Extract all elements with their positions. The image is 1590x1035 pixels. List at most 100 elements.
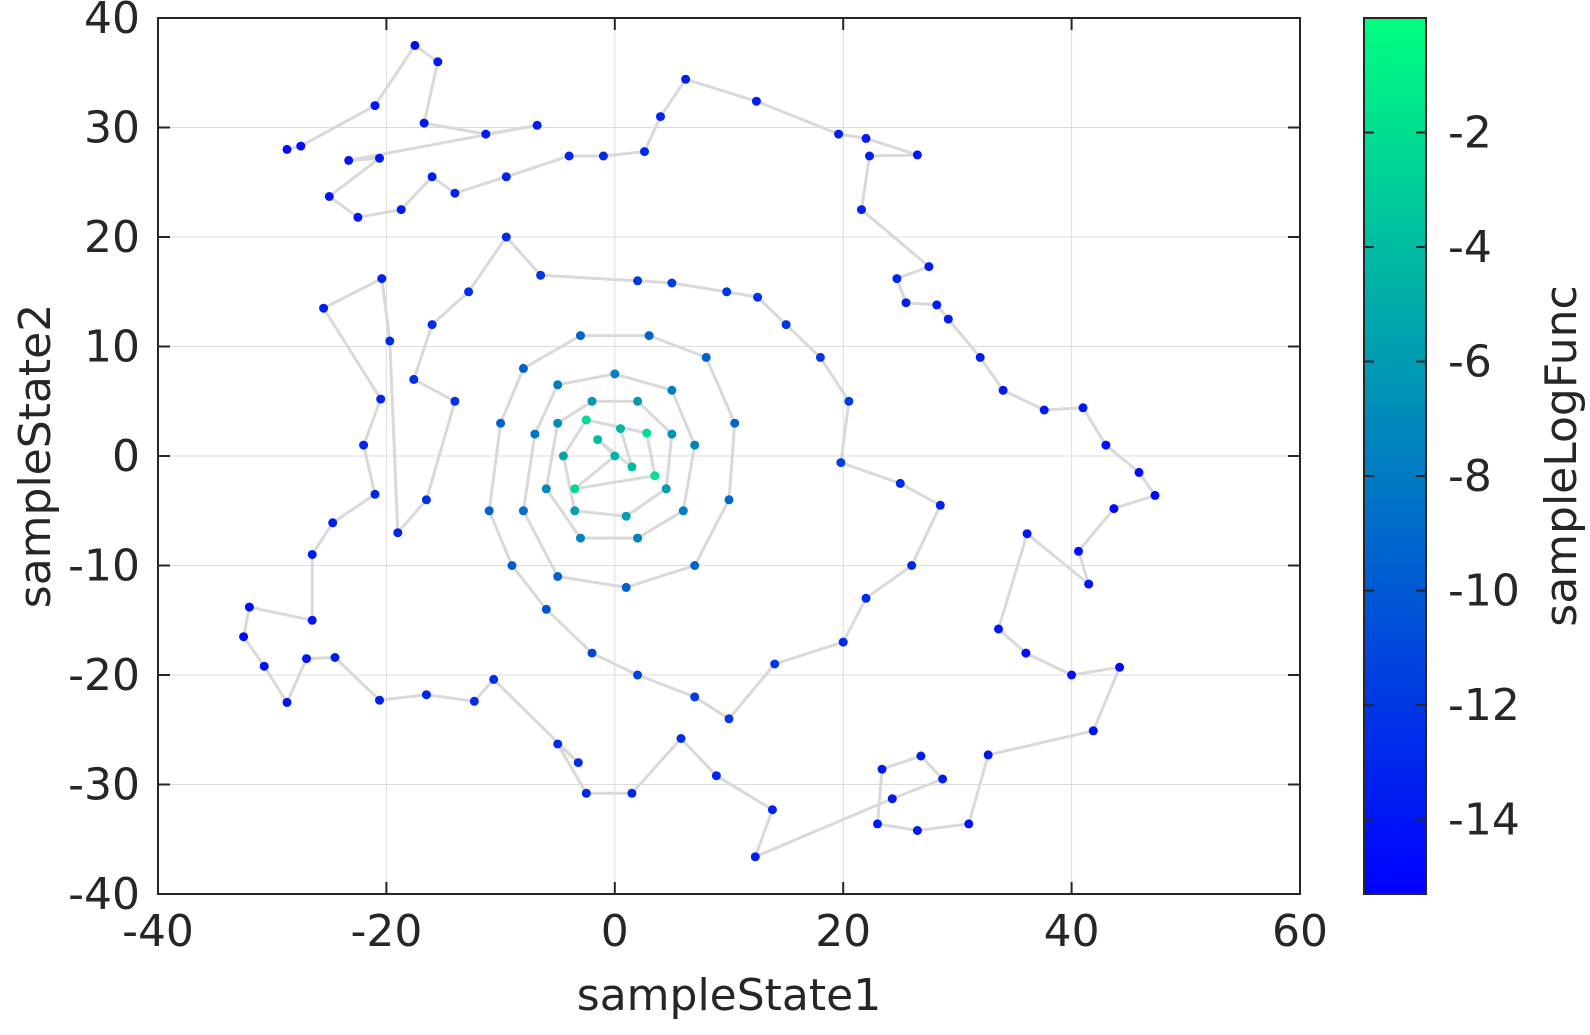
- data-point: [610, 451, 620, 461]
- data-point: [496, 418, 506, 428]
- data-point: [541, 484, 551, 494]
- data-point: [633, 396, 643, 406]
- data-point: [722, 287, 732, 297]
- data-point: [450, 396, 460, 406]
- data-point: [1078, 403, 1088, 413]
- data-point: [667, 429, 677, 439]
- data-point: [375, 153, 384, 163]
- data-point: [481, 129, 491, 139]
- colorbar-tick-label: -8: [1448, 451, 1492, 502]
- x-tick-label: 20: [815, 906, 871, 957]
- y-tick-label: -10: [68, 541, 140, 592]
- data-point: [532, 120, 542, 130]
- data-point: [887, 794, 897, 804]
- data-point: [450, 188, 460, 198]
- colorbar-tick-label: -14: [1448, 795, 1520, 846]
- data-point: [656, 112, 665, 122]
- data-point: [616, 424, 625, 434]
- data-point: [489, 674, 499, 684]
- data-point: [633, 533, 643, 543]
- data-point: [376, 394, 386, 404]
- data-point: [690, 440, 700, 450]
- data-point: [464, 287, 474, 297]
- data-point: [307, 615, 317, 625]
- y-tick-label: 40: [84, 0, 140, 44]
- data-point: [1150, 490, 1160, 500]
- y-tick-label: -40: [68, 869, 140, 920]
- data-point: [1039, 405, 1049, 415]
- data-point: [359, 440, 369, 450]
- data-point: [1021, 648, 1031, 658]
- colorbar-ticks: -2 -4 -6 -8 -10 -12 -14: [1364, 108, 1520, 846]
- data-point: [938, 774, 948, 784]
- data-point: [907, 561, 917, 570]
- data-point: [377, 274, 387, 284]
- data-point: [598, 151, 608, 161]
- data-point: [912, 150, 922, 160]
- data-point: [375, 695, 384, 705]
- data-point: [836, 458, 846, 468]
- x-tick-label: 40: [1044, 906, 1100, 957]
- data-point: [895, 478, 905, 488]
- x-tick-label: -40: [122, 906, 194, 957]
- data-point: [690, 692, 700, 702]
- data-point: [558, 451, 568, 461]
- data-point: [593, 435, 603, 445]
- data-point: [767, 805, 777, 815]
- data-point: [239, 632, 249, 642]
- data-point: [770, 659, 780, 669]
- data-point: [781, 320, 791, 330]
- data-point: [469, 696, 479, 706]
- data-point: [421, 495, 431, 505]
- data-point: [385, 336, 395, 346]
- data-point: [627, 788, 637, 798]
- data-point: [943, 314, 953, 324]
- data-point: [994, 624, 1003, 634]
- data-point: [1101, 440, 1111, 450]
- x-axis-label: sampleState1: [577, 970, 881, 1021]
- x-tick-label: -20: [350, 906, 422, 957]
- data-point: [1084, 579, 1094, 589]
- sample-points: [239, 40, 1160, 862]
- x-tick-labels: -40 -20 0 20 40 60: [122, 906, 1328, 957]
- data-point: [610, 369, 620, 379]
- data-point: [1115, 662, 1125, 672]
- data-point: [661, 484, 671, 494]
- data-point: [409, 374, 419, 384]
- data-point: [1074, 546, 1083, 556]
- data-point: [484, 506, 494, 516]
- data-point: [518, 363, 528, 373]
- data-point: [330, 653, 340, 662]
- data-point: [916, 751, 926, 761]
- x-tick-label: 60: [1272, 906, 1328, 957]
- data-point: [730, 418, 740, 428]
- data-point: [296, 141, 306, 151]
- colorbar-tick-label: -2: [1448, 108, 1492, 159]
- data-point: [834, 129, 844, 139]
- data-point: [642, 428, 652, 438]
- data-point: [328, 518, 338, 528]
- data-point: [570, 484, 580, 494]
- data-point: [576, 533, 585, 543]
- data-point: [587, 396, 597, 406]
- tick-marks: [157, 17, 1301, 895]
- colorbar-label: sampleLogFunc: [1536, 285, 1587, 626]
- data-point: [507, 561, 517, 570]
- data-point: [581, 788, 591, 798]
- data-point: [530, 429, 540, 439]
- data-point: [815, 352, 825, 362]
- data-point: [838, 637, 848, 647]
- data-point: [690, 561, 700, 570]
- data-point: [501, 172, 511, 182]
- data-point: [932, 300, 942, 310]
- data-point: [861, 133, 871, 143]
- data-point: [678, 506, 688, 516]
- data-point: [640, 147, 649, 157]
- data-point: [1067, 670, 1077, 680]
- data-point: [1109, 504, 1119, 514]
- data-point: [975, 352, 985, 362]
- y-tick-label: -20: [68, 650, 140, 701]
- colorbar-tick-label: -4: [1448, 222, 1492, 273]
- data-point: [302, 654, 311, 664]
